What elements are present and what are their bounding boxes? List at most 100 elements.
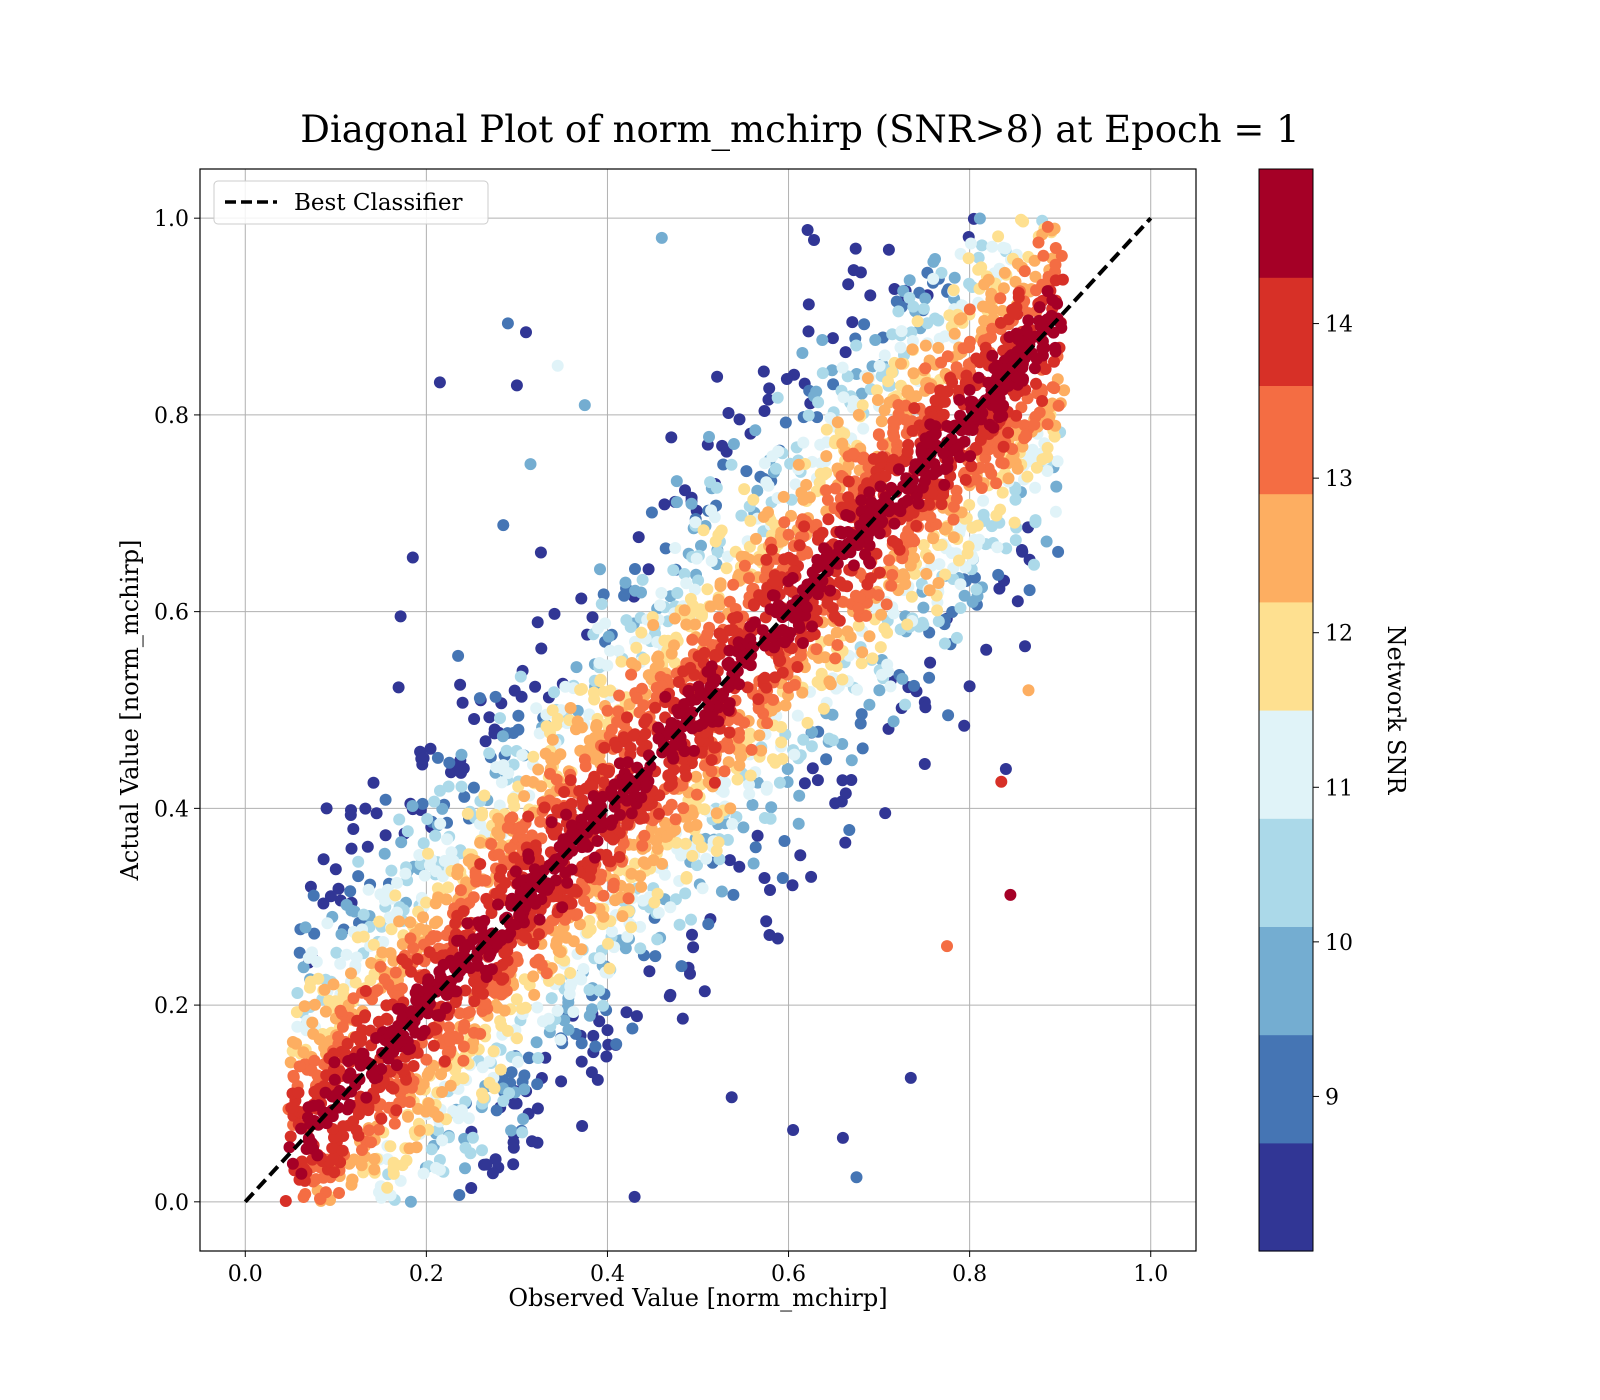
scatter-point	[883, 554, 896, 567]
scatter-point	[550, 773, 563, 786]
scatter-point	[697, 524, 710, 537]
scatter-point	[773, 654, 786, 667]
scatter-point	[896, 672, 909, 685]
scatter-point	[293, 1060, 306, 1073]
scatter-point	[919, 339, 932, 352]
scatter-point	[642, 669, 655, 682]
scatter-point	[431, 751, 444, 764]
scatter-point	[417, 752, 430, 765]
scatter-point	[319, 1005, 332, 1018]
scatter-point	[400, 957, 413, 970]
colorbar-label: Network SNR	[1382, 626, 1410, 796]
scatter-point	[954, 451, 966, 464]
scatter-point	[725, 458, 738, 471]
scatter-point	[986, 349, 999, 362]
scatter-point	[975, 261, 988, 274]
scatter-point	[919, 362, 932, 375]
scatter-point	[352, 870, 365, 883]
scatter-point	[575, 592, 588, 605]
scatter-point	[1030, 377, 1042, 390]
scatter-point	[1033, 406, 1046, 419]
scatter-point	[665, 431, 678, 444]
scatter-point	[836, 673, 849, 686]
scatter-point	[1041, 418, 1054, 431]
scatter-point	[722, 756, 735, 769]
scatter-point	[412, 1102, 425, 1115]
scatter-point	[1009, 534, 1022, 547]
scatter-point	[410, 994, 423, 1007]
scatter-point	[892, 305, 905, 318]
scatter-point	[670, 475, 683, 488]
scatter-point	[689, 516, 702, 529]
scatter-point	[797, 733, 810, 746]
scatter-point	[387, 1167, 400, 1180]
scatter-point	[1008, 516, 1021, 529]
scatter-point	[665, 647, 678, 660]
x-axis-ticks: 0.0 0.2 0.4 0.6 0.8 1.0	[228, 1251, 1168, 1287]
colorbar-segment	[1259, 493, 1313, 603]
scatter-point	[344, 809, 357, 821]
y-tick-label: 0.8	[154, 404, 189, 429]
scatter-point	[905, 590, 918, 603]
scatter-point	[966, 424, 979, 436]
scatter-point	[773, 776, 786, 789]
scatter-point	[1033, 301, 1046, 314]
scatter-point	[667, 564, 680, 577]
scatter-point	[659, 542, 672, 555]
scatter-point	[793, 539, 806, 552]
scatter-point	[577, 963, 590, 975]
scatter-point	[357, 930, 370, 943]
scatter-point	[659, 690, 672, 703]
scatter-point	[708, 776, 721, 789]
scatter-point	[1037, 249, 1050, 262]
scatter-point	[854, 717, 867, 730]
scatter-point	[532, 953, 545, 966]
scatter-point	[417, 1167, 430, 1180]
scatter-point	[505, 1066, 518, 1079]
scatter-point	[994, 292, 1007, 305]
scatter-point	[480, 1158, 493, 1171]
scatter-point	[837, 391, 850, 404]
scatter-point	[836, 738, 849, 750]
scatter-point	[348, 905, 361, 918]
scatter-points	[279, 212, 1071, 1208]
scatter-point	[359, 985, 372, 997]
scatter-point	[698, 803, 711, 816]
scatter-point	[927, 272, 940, 285]
scatter-point	[505, 1124, 518, 1137]
scatter-point	[1008, 307, 1021, 320]
scatter-point	[806, 620, 818, 633]
scatter-point	[378, 847, 391, 860]
scatter-point	[762, 393, 775, 406]
scatter-point	[433, 1009, 446, 1022]
scatter-point	[458, 790, 471, 803]
scatter-point	[640, 857, 652, 870]
scatter-point	[485, 838, 498, 850]
scatter-point	[675, 849, 688, 862]
scatter-point	[755, 744, 768, 757]
scatter-point	[1028, 418, 1041, 431]
scatter-point	[570, 723, 582, 736]
scatter-point	[750, 532, 762, 545]
scatter-point	[509, 865, 522, 878]
scatter-point	[917, 601, 930, 614]
scatter-point	[444, 1034, 457, 1047]
scatter-point	[927, 532, 940, 545]
scatter-point	[758, 872, 771, 884]
scatter-point	[820, 450, 833, 463]
scatter-point	[758, 671, 771, 684]
scatter-point	[385, 864, 398, 877]
scatter-point	[997, 282, 1010, 295]
scatter-point	[518, 929, 531, 942]
scatter-point	[940, 521, 953, 534]
scatter-point	[455, 748, 468, 761]
scatter-point	[423, 1066, 436, 1079]
scatter-point	[880, 598, 893, 611]
scatter-point	[297, 1046, 310, 1059]
scatter-point	[658, 498, 671, 511]
scatter-point	[963, 680, 976, 693]
scatter-point	[468, 995, 481, 1008]
scatter-point	[710, 481, 723, 494]
scatter-point	[733, 413, 746, 426]
scatter-point	[636, 839, 649, 852]
